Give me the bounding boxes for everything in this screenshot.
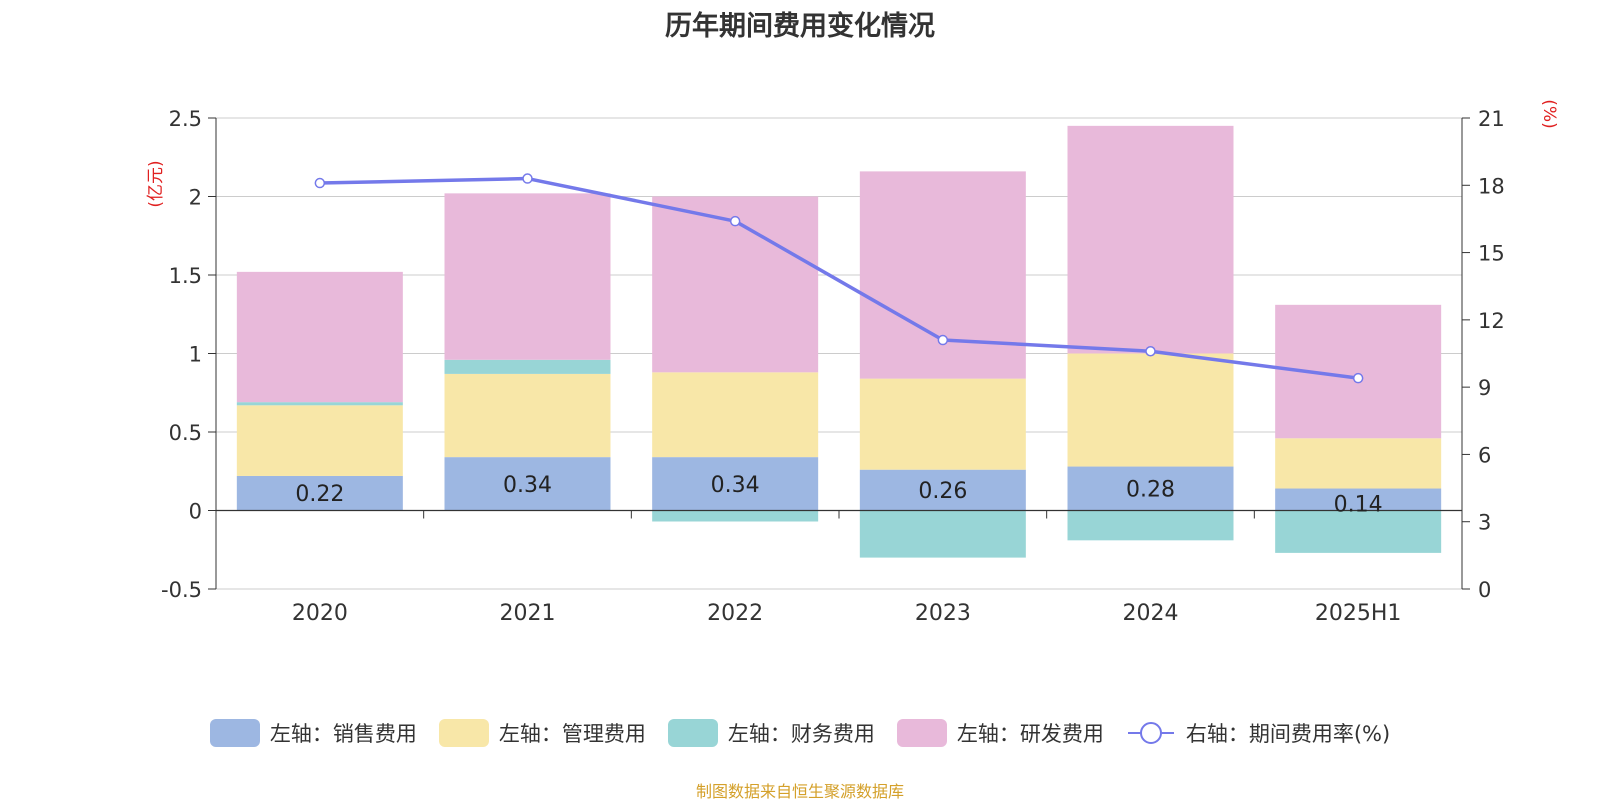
y-left-tick-label: 0 bbox=[189, 500, 202, 524]
bar-segment bbox=[444, 373, 611, 458]
y-right-tick-label: 15 bbox=[1478, 242, 1505, 266]
legend-label: 左轴：销售费用 bbox=[269, 722, 417, 746]
bar-segment bbox=[859, 378, 1026, 470]
legend-label: 左轴：管理费用 bbox=[498, 722, 646, 746]
data-label: 0.22 bbox=[295, 482, 344, 507]
bar-segment bbox=[1275, 488, 1442, 511]
x-tick-label: 2025H1 bbox=[1315, 601, 1402, 626]
legend-item[interactable]: 左轴：研发费用 bbox=[896, 718, 1104, 748]
legend-label: 左轴：财务费用 bbox=[727, 722, 875, 746]
y-left-tick-label: 0.5 bbox=[169, 421, 202, 445]
data-label: 0.14 bbox=[1334, 493, 1383, 518]
x-tick-label: 2020 bbox=[292, 601, 348, 626]
bar-segment bbox=[859, 171, 1026, 379]
legend-item[interactable]: 左轴：销售费用 bbox=[209, 718, 417, 748]
legend-swatch bbox=[209, 719, 260, 747]
y-right-axis-label: (%) bbox=[1539, 99, 1559, 128]
bar-segment bbox=[652, 372, 819, 458]
bar-segment bbox=[652, 510, 819, 522]
data-label: 0.28 bbox=[1126, 478, 1175, 503]
y-right-tick-label: 3 bbox=[1478, 511, 1491, 535]
y-left-tick-label: 1.5 bbox=[169, 264, 202, 288]
bar-segment bbox=[859, 510, 1026, 558]
line-point bbox=[522, 173, 533, 184]
y-left-tick-label: 1 bbox=[189, 343, 202, 367]
legend-swatch bbox=[896, 719, 947, 747]
legend-item[interactable]: 左轴：管理费用 bbox=[438, 718, 646, 748]
chart-canvas: -0.5 0 0.5 1 1.5 2 2.5 0 3 6 9 12 15 18 21 (亿元) (%) 2020 2… bbox=[146, 99, 1559, 626]
data-label: 0.34 bbox=[503, 473, 552, 498]
line-point bbox=[937, 334, 949, 346]
bar-segment bbox=[444, 193, 611, 360]
bar-segment bbox=[236, 475, 403, 511]
bar-segment bbox=[1275, 510, 1442, 553]
legend-swatch bbox=[438, 719, 489, 747]
y-right-tick-label: 6 bbox=[1478, 443, 1491, 467]
x-tick-label: 2022 bbox=[707, 601, 763, 626]
legend-item[interactable]: 右轴：期间费用率(%) bbox=[1126, 718, 1390, 748]
legend-label: 左轴：研发费用 bbox=[956, 722, 1104, 746]
y-right-tick-label: 0 bbox=[1478, 578, 1491, 602]
line-series bbox=[319, 176, 1359, 380]
x-tick-label: 2024 bbox=[1123, 601, 1179, 626]
y-left-tick-label: -0.5 bbox=[161, 578, 202, 602]
y-right-tick-label: 12 bbox=[1478, 309, 1505, 333]
x-tick-label: 2021 bbox=[500, 601, 556, 626]
bar-segment bbox=[444, 457, 611, 511]
y-right-tick-label: 21 bbox=[1478, 107, 1505, 131]
y-right-tick-label: 18 bbox=[1478, 174, 1505, 198]
legend-item[interactable]: 左轴：财务费用 bbox=[667, 718, 875, 748]
legend: 左轴：销售费用 左轴：管理费用 左轴：财务费用 左轴：研发费用 右轴：期间费用率(%) bbox=[0, 718, 1600, 748]
bar-segment bbox=[1067, 466, 1234, 511]
line-point bbox=[1352, 372, 1364, 384]
line-point bbox=[1145, 346, 1156, 357]
bar-segment bbox=[1067, 353, 1234, 467]
legend-line-swatch bbox=[1127, 722, 1174, 744]
bar-segment bbox=[859, 469, 1026, 511]
bar-segment bbox=[652, 457, 819, 511]
data-label: 0.34 bbox=[711, 473, 760, 498]
y-right-tick-label: 9 bbox=[1478, 376, 1491, 400]
bar-segment bbox=[236, 402, 403, 406]
source-note: 制图数据来自恒生聚源数据库 bbox=[695, 782, 904, 801]
bar-segment bbox=[1067, 125, 1234, 354]
bar-segment bbox=[236, 271, 403, 403]
legend-swatch bbox=[667, 719, 718, 747]
line-point bbox=[314, 177, 326, 189]
data-label: 0.26 bbox=[918, 479, 967, 504]
bar-segment bbox=[1067, 510, 1234, 541]
bar-segment bbox=[1275, 438, 1442, 489]
y-left-tick-label: 2 bbox=[189, 186, 202, 210]
y-left-tick-label: 2.5 bbox=[169, 107, 202, 131]
y-left-axis-label: (亿元) bbox=[146, 160, 166, 207]
bar-segment bbox=[444, 359, 611, 374]
line-point bbox=[729, 215, 741, 227]
legend-label: 右轴：期间费用率(%) bbox=[1185, 722, 1391, 746]
x-tick-label: 2023 bbox=[915, 601, 971, 626]
bar-segment bbox=[236, 405, 403, 476]
chart-title: 历年期间费用变化情况 bbox=[665, 11, 935, 42]
